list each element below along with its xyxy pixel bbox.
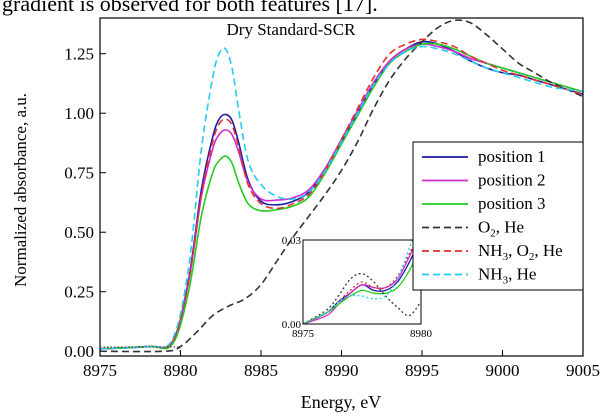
series-line [100,19,583,353]
inset-y-tick-label: 0.00 [282,319,302,331]
x-tick-label: 9005 [566,361,600,380]
legend-box [412,141,584,291]
inset-series-line [303,240,418,324]
x-tick-label: 8985 [244,361,278,380]
legend-label: NH3, He [478,265,536,287]
legend-label: position 1 [478,147,546,166]
chart-title: Dry Standard-SCR [227,20,357,39]
y-tick-label: 1.00 [64,104,94,123]
y-tick-label: 0.00 [64,342,94,361]
inset-x-tick-label: 8975 [292,328,315,340]
y-axis-label: Normalized absorbance, a.u. [11,93,30,287]
inset-series-line [303,245,421,324]
x-axis-label: Energy, eV [301,392,381,412]
inset-series-line [303,272,421,324]
series-line [100,42,583,350]
inset-y-tick-label: 0.03 [282,235,302,247]
inset-series-line [303,240,413,324]
x-tick-label: 8995 [405,361,439,380]
legend-label: position 3 [478,194,546,213]
inset-x-tick-label: 8980 [410,328,433,340]
page-text-fragment: gradient is observed for both features [… [0,0,608,22]
x-tick-label: 8990 [325,361,359,380]
x-tick-label: 9000 [486,361,520,380]
series-line [100,45,583,350]
legend-label: position 2 [478,171,546,190]
legend-label: NH3, O2, He [478,241,563,263]
y-tick-label: 0.25 [64,283,94,302]
x-tick-label: 8980 [164,361,198,380]
inset-series-line [303,240,421,324]
legend-label: O2, He [478,218,524,240]
y-tick-label: 1.25 [64,45,94,64]
x-tick-label: 8975 [83,361,117,380]
y-tick-label: 0.75 [64,164,94,183]
page-text: gradient is observed for both features [… [2,0,378,16]
y-tick-label: 0.50 [64,223,94,242]
inset-plot: 8975 8980 0.00 0.03 [282,235,433,340]
